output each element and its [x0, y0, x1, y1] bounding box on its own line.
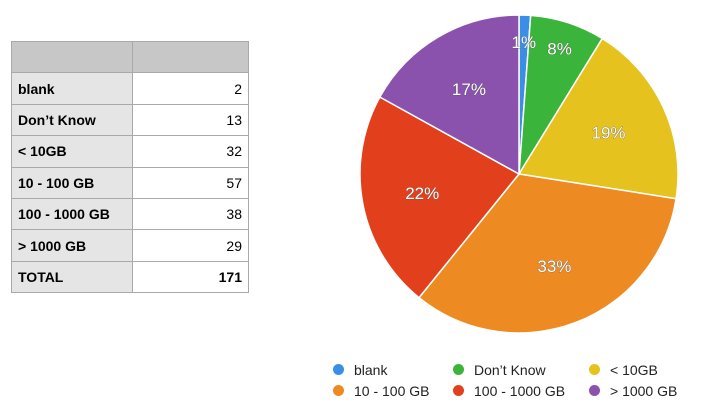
legend-swatch-icon	[589, 364, 600, 375]
row-label: < 10GB	[11, 135, 133, 168]
row-value: 13	[132, 103, 249, 137]
row-label: > 1000 GB	[11, 229, 133, 262]
data-table: blank 2 Don’t Know 13 < 10GB 32 10 - 100…	[11, 40, 249, 294]
legend-swatch-icon	[589, 385, 600, 396]
legend-label: < 10GB	[610, 361, 658, 378]
slice-10-100gb	[417, 173, 677, 334]
table-row: 100 - 1000 GB 38	[11, 197, 249, 231]
slice-under-10gb	[517, 37, 679, 200]
slice-percent-label: 33%	[537, 257, 571, 276]
legend-label: 10 - 100 GB	[354, 382, 430, 399]
slice-percent-label: 8%	[547, 39, 572, 58]
legend-item: blank	[333, 360, 453, 379]
row-label: blank	[11, 72, 133, 105]
table-row: < 10GB 32	[11, 135, 249, 168]
table-row: 10 - 100 GB 57	[11, 166, 249, 199]
legend-label: > 1000 GB	[610, 382, 678, 399]
table-total-row: TOTAL 171	[11, 260, 249, 294]
row-value: 29	[132, 229, 249, 262]
total-value: 171	[132, 260, 249, 294]
table-row: blank 2	[11, 72, 249, 105]
slice-100-1000gb	[359, 96, 521, 299]
legend-label: blank	[354, 361, 388, 378]
pie-labels: 1% 8% 19% 33% 22% 17%	[405, 33, 626, 276]
row-label: 100 - 1000 GB	[11, 197, 133, 231]
table-header-cell	[11, 40, 133, 74]
slice-percent-label: 22%	[405, 184, 439, 203]
legend-item: 10 - 100 GB	[333, 381, 453, 400]
slice-percent-label: 19%	[592, 124, 626, 143]
legend-swatch-icon	[333, 385, 344, 396]
row-value: 38	[132, 197, 249, 231]
row-value: 32	[132, 135, 249, 168]
row-value: 2	[132, 72, 249, 105]
legend-item: < 10GB	[589, 360, 699, 379]
legend-swatch-icon	[453, 385, 464, 396]
slice-percent-label: 1%	[512, 33, 537, 52]
legend-item: > 1000 GB	[589, 381, 699, 400]
pie-slices	[359, 14, 679, 334]
table-row: > 1000 GB 29	[11, 229, 249, 262]
table-header-row	[11, 40, 249, 74]
legend-item: 100 - 1000 GB	[453, 381, 589, 400]
total-label: TOTAL	[11, 260, 133, 294]
legend-item: Don’t Know	[453, 360, 589, 379]
legend-label: Don’t Know	[474, 361, 546, 378]
slice-over-1000gb	[378, 14, 520, 176]
row-value: 57	[132, 166, 249, 199]
table-header-cell	[132, 40, 249, 74]
row-label: 10 - 100 GB	[11, 166, 133, 199]
legend-swatch-icon	[333, 364, 344, 375]
table-row: Don’t Know 13	[11, 103, 249, 137]
pie-chart: 1% 8% 19% 33% 22% 17%	[359, 14, 679, 334]
legend-swatch-icon	[453, 364, 464, 375]
row-label: Don’t Know	[11, 103, 133, 137]
slice-percent-label: 17%	[452, 80, 486, 99]
legend-label: 100 - 1000 GB	[474, 382, 566, 399]
legend: blank Don’t Know < 10GB 10 - 100 GB 100 …	[333, 360, 699, 400]
